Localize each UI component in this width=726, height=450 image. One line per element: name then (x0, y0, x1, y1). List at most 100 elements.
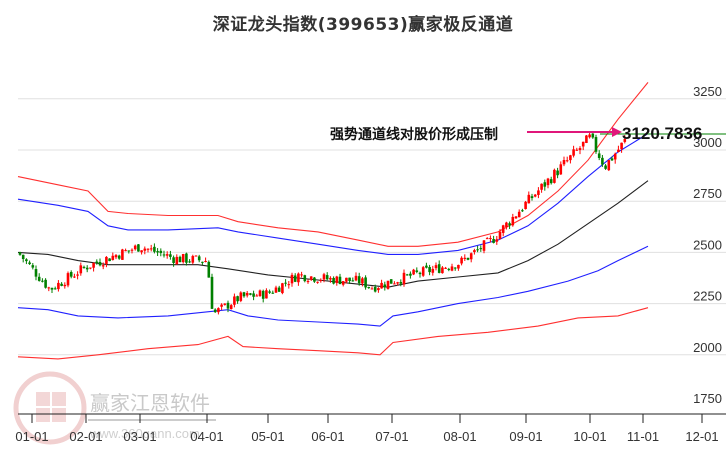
watermark-brand: 赢家江恩软件 (90, 391, 210, 415)
candle (431, 268, 435, 273)
candle (255, 295, 259, 297)
y-tick-label: 2000 (693, 340, 722, 355)
candle (473, 250, 476, 253)
candle (402, 272, 406, 285)
candle (457, 264, 460, 269)
candle (245, 292, 249, 296)
candle (345, 277, 348, 282)
candle (380, 282, 383, 289)
candle (265, 290, 268, 299)
candle (191, 256, 195, 263)
candle (79, 265, 83, 274)
candle (41, 280, 44, 282)
candle (556, 170, 559, 176)
candle (201, 261, 204, 263)
candle (332, 277, 335, 284)
candle (325, 275, 329, 280)
x-tick-label: 06-01 (311, 429, 344, 444)
candle (18, 252, 22, 255)
candle (249, 293, 252, 295)
candle (223, 303, 227, 305)
candle (543, 182, 547, 187)
candle (530, 196, 534, 199)
candle (117, 255, 121, 259)
candle (479, 248, 483, 250)
candle (293, 275, 297, 282)
candle (140, 250, 143, 253)
candle (559, 164, 563, 175)
candle (306, 281, 310, 283)
candle (505, 222, 508, 228)
candle (581, 141, 585, 147)
candle (143, 248, 147, 251)
candle (537, 190, 540, 195)
candle (204, 260, 207, 262)
candle (511, 216, 515, 226)
candle (335, 276, 339, 283)
candle (351, 280, 355, 282)
candle (239, 292, 243, 301)
candle (540, 183, 543, 190)
candle (114, 255, 118, 258)
candle (517, 211, 521, 218)
candle (274, 287, 278, 293)
watermark-url: www.360gann.com (89, 426, 200, 441)
candle (476, 249, 479, 251)
candle (124, 250, 127, 252)
candle (514, 216, 518, 219)
candle (300, 274, 303, 276)
candle (524, 201, 527, 210)
candle (108, 258, 111, 262)
candle (37, 276, 41, 281)
candle (597, 153, 601, 158)
candle (213, 309, 217, 313)
candle (28, 262, 31, 265)
candle (466, 257, 470, 260)
candle (21, 254, 25, 260)
x-tick-label: 04-01 (190, 429, 223, 444)
candle (425, 265, 428, 268)
candle (604, 165, 607, 169)
x-tick-label: 10-01 (573, 429, 606, 444)
x-tick-label: 12-01 (685, 429, 718, 444)
candle (495, 239, 499, 242)
candle (53, 288, 57, 290)
candle (137, 244, 140, 252)
candle (489, 238, 492, 240)
candle (277, 287, 281, 292)
candle (354, 275, 358, 281)
candle (66, 273, 70, 286)
candle (268, 291, 271, 293)
candle (220, 304, 223, 307)
candle (281, 283, 284, 294)
candle (367, 287, 371, 289)
candle (329, 277, 332, 280)
candle (133, 245, 137, 250)
candle (156, 251, 159, 253)
candle (261, 290, 265, 299)
candle (405, 274, 409, 276)
candle (450, 266, 454, 271)
candle (181, 254, 185, 263)
candle (197, 256, 201, 261)
candle (396, 282, 399, 284)
inner-lower-band (17, 245, 649, 327)
candle (169, 254, 172, 257)
candle (252, 293, 255, 297)
candle (482, 240, 486, 251)
candle (585, 135, 588, 143)
candle (521, 210, 524, 212)
y-tick-label: 2250 (693, 289, 722, 304)
candle (428, 267, 431, 273)
candle (98, 261, 102, 266)
candle (319, 280, 323, 282)
candle (57, 282, 60, 290)
candle (242, 292, 246, 297)
candle (469, 253, 473, 260)
candle (69, 272, 73, 277)
candle (207, 261, 211, 278)
candle (25, 259, 28, 262)
candle (421, 267, 425, 276)
watermark-seal-icon (13, 371, 87, 445)
candle (60, 283, 63, 286)
